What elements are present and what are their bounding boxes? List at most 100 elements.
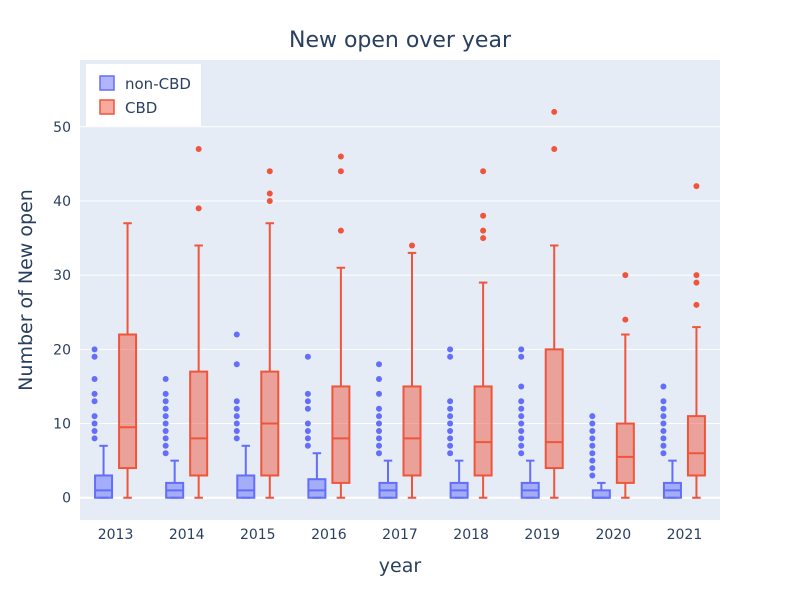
box-iqr: [94, 474, 114, 499]
box: [304, 353, 327, 499]
outlier-point: [91, 427, 98, 434]
outlier-point: [91, 398, 98, 405]
outlier-point: [660, 383, 667, 390]
outlier-point: [409, 242, 415, 249]
legend-label-cbd[interactable]: CBD: [125, 99, 157, 117]
series-non-cbd: [91, 331, 682, 499]
outlier-point: [693, 272, 700, 279]
outlier-point: [589, 472, 596, 479]
outlier-point: [376, 361, 382, 368]
legend-swatch-non-cbd[interactable]: [99, 75, 115, 91]
outlier-point: [91, 390, 98, 397]
outlier-point: [337, 168, 344, 175]
box: [473, 168, 493, 499]
outlier-point: [447, 353, 454, 360]
outlier-point: [266, 168, 273, 175]
y-tick-label: 30: [53, 268, 71, 284]
legend-background: [86, 64, 201, 126]
outlier-point: [233, 331, 240, 338]
outlier-point: [622, 272, 629, 279]
outlier-point: [447, 442, 454, 449]
outlier-point: [589, 413, 596, 420]
outlier-point: [233, 420, 240, 427]
x-tick-label: 2021: [667, 527, 703, 543]
box-iqr: [686, 415, 706, 477]
outlier-point: [589, 450, 596, 457]
y-tick-label: 20: [53, 342, 71, 358]
outlier-point: [660, 442, 667, 449]
outlier-point: [660, 413, 667, 420]
outlier-point: [304, 390, 311, 397]
box: [331, 153, 351, 499]
box-iqr: [307, 478, 327, 499]
box: [447, 346, 469, 499]
box-iqr: [331, 385, 351, 484]
outlier-point: [233, 427, 240, 434]
outlier-point: [304, 405, 311, 412]
outlier-point: [447, 420, 454, 427]
outlier-point: [447, 413, 454, 420]
outlier-point: [518, 383, 525, 390]
outlier-point: [195, 205, 202, 212]
x-tick-label: 2016: [311, 527, 347, 543]
outlier-point: [91, 420, 98, 427]
outlier-point: [518, 353, 525, 360]
outlier-point: [589, 442, 596, 449]
outlier-point: [195, 146, 202, 153]
outlier-point: [447, 450, 454, 457]
box: [189, 146, 209, 499]
y-tick-label: 10: [53, 417, 71, 433]
outlier-point: [376, 390, 382, 397]
outlier-point: [233, 398, 240, 405]
outlier-point: [162, 450, 169, 457]
outlier-point: [447, 405, 454, 412]
box-iqr: [591, 489, 611, 499]
box-iqr: [402, 385, 422, 477]
x-tick-label: 2018: [453, 527, 489, 543]
outlier-point: [304, 427, 311, 434]
x-tick-label: 2015: [240, 527, 276, 543]
outlier-point: [376, 442, 382, 449]
outlier-point: [91, 413, 98, 420]
outlier-point: [376, 413, 382, 420]
outlier-point: [266, 197, 273, 204]
outlier-point: [693, 279, 700, 286]
box: [118, 222, 138, 499]
outlier-point: [162, 398, 169, 405]
outlier-point: [551, 146, 558, 153]
x-tick-label: 2020: [596, 527, 632, 543]
outlier-point: [518, 346, 525, 353]
x-axis-ticks: 2013 2014 2015 2016 2017 2018 2019 2020 2021: [98, 527, 703, 543]
x-tick-label: 2017: [382, 527, 418, 543]
box: [91, 346, 114, 499]
outlier-point: [518, 398, 525, 405]
outlier-point: [266, 190, 273, 197]
outlier-point: [304, 420, 311, 427]
outlier-point: [518, 442, 525, 449]
outlier-point: [589, 465, 596, 472]
outlier-point: [480, 212, 487, 219]
y-axis-title: Number of New open: [15, 189, 37, 391]
box: [260, 168, 280, 499]
outlier-point: [91, 376, 98, 383]
box-iqr: [615, 422, 635, 484]
box: [660, 383, 682, 499]
box-iqr: [118, 333, 138, 470]
outlier-point: [233, 361, 240, 368]
x-tick-label: 2019: [524, 527, 560, 543]
x-tick-label: 2014: [169, 527, 205, 543]
outlier-point: [518, 420, 525, 427]
outlier-point: [693, 183, 700, 190]
outlier-point: [304, 398, 311, 405]
outlier-point: [162, 376, 169, 383]
legend-swatch-cbd[interactable]: [99, 99, 115, 115]
y-tick-label: 40: [53, 194, 71, 210]
legend-label-non-cbd[interactable]: non-CBD: [125, 75, 191, 93]
outlier-point: [518, 405, 525, 412]
outlier-point: [162, 420, 169, 427]
outlier-point: [518, 435, 525, 442]
outlier-point: [518, 427, 525, 434]
outlier-point: [589, 427, 596, 434]
outlier-point: [337, 227, 344, 234]
